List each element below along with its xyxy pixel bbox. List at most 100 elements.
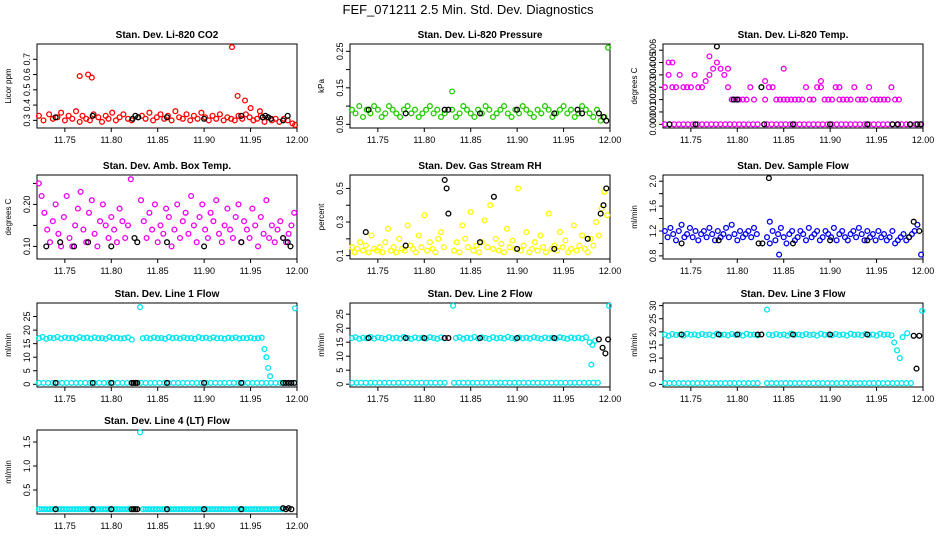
data-point <box>145 506 152 513</box>
data-point <box>605 336 612 343</box>
data-point <box>766 240 773 247</box>
data-point <box>44 226 51 233</box>
data-point <box>487 202 494 209</box>
data-point <box>453 239 460 246</box>
x-tick-label: 11.75 <box>54 521 76 531</box>
data-point <box>227 226 234 233</box>
data-point <box>246 114 253 121</box>
data-point <box>476 239 484 246</box>
data-point <box>840 331 847 338</box>
data-point <box>597 210 604 217</box>
data-point <box>599 344 606 351</box>
data-point <box>853 234 860 241</box>
x-tick-label: 12.00 <box>912 266 935 276</box>
data-point <box>87 335 94 342</box>
data-point <box>489 334 497 341</box>
data-point <box>587 235 594 242</box>
panel-title: Stan. Dev. Line 3 Flow <box>741 289 846 300</box>
data-point <box>588 361 595 368</box>
data-point <box>426 103 433 110</box>
data-point <box>179 218 186 225</box>
data-point <box>243 226 250 233</box>
data-point <box>904 330 911 337</box>
data-point <box>497 334 504 341</box>
data-point <box>728 330 735 338</box>
panel-pressure: Stan. Dev. Li-820 Pressure kPa 11.75 11.80 1… <box>317 30 621 145</box>
series-black <box>43 234 294 250</box>
data-point <box>758 84 765 91</box>
data-point <box>61 117 68 124</box>
data-point <box>914 121 921 128</box>
data-point <box>128 379 135 386</box>
data-point <box>116 114 123 121</box>
data-point <box>378 334 385 342</box>
data-point <box>385 334 393 341</box>
y-tick-label: 20 <box>648 327 658 337</box>
data-point <box>828 96 836 103</box>
data-point <box>780 96 787 103</box>
data-point <box>69 115 76 122</box>
data-point <box>52 506 59 513</box>
data-point <box>676 331 683 338</box>
data-point <box>672 237 680 244</box>
y-tick-label: 15 <box>22 339 32 349</box>
data-point <box>357 239 364 246</box>
x-tick-label: 12.00 <box>286 394 309 404</box>
data-point <box>217 506 224 513</box>
data-point <box>802 330 810 338</box>
panel-line1: Stan. Dev. Line 1 Flow ml/min 11.75 11.80 11… <box>4 289 308 404</box>
data-point <box>836 84 843 91</box>
data-point <box>85 506 93 513</box>
data-point <box>519 335 526 342</box>
data-point <box>482 334 489 342</box>
data-point <box>560 103 567 110</box>
data-point <box>914 221 921 228</box>
data-point <box>254 243 262 250</box>
data-point <box>828 234 835 241</box>
data-point <box>228 44 236 51</box>
data-point <box>282 379 289 386</box>
data-point <box>784 96 791 103</box>
data-point <box>268 222 275 229</box>
x-tick-label: 11.80 <box>726 394 748 404</box>
y-axis-label: ml/min <box>4 333 13 357</box>
data-point <box>864 331 871 338</box>
series-cyan <box>35 429 286 513</box>
data-point <box>606 302 613 309</box>
data-point <box>228 506 236 513</box>
data-point <box>819 234 826 241</box>
x-tick-label: 11.90 <box>506 266 528 276</box>
data-point <box>515 185 522 192</box>
data-point <box>670 231 677 238</box>
data-point <box>63 192 70 200</box>
data-point <box>678 221 685 228</box>
data-point <box>362 242 369 249</box>
data-point <box>261 346 268 353</box>
data-point <box>531 239 538 246</box>
y-tick-label: 0.25 <box>335 43 345 61</box>
data-point <box>209 506 216 513</box>
data-point <box>664 234 671 241</box>
data-point <box>163 379 171 386</box>
data-point <box>137 197 145 204</box>
data-point <box>711 237 719 244</box>
data-point <box>894 121 901 128</box>
data-point <box>44 506 51 513</box>
data-point <box>866 84 873 91</box>
data-point <box>745 227 752 235</box>
data-point <box>188 192 195 200</box>
data-point <box>769 332 776 339</box>
data-point <box>241 97 249 104</box>
series-cyan-high <box>35 304 299 380</box>
data-point <box>590 113 597 121</box>
data-point <box>111 226 118 233</box>
data-point <box>132 379 139 386</box>
data-point <box>292 121 299 128</box>
data-point <box>415 113 422 121</box>
data-point <box>452 113 459 121</box>
data-point <box>590 242 597 249</box>
data-point <box>80 226 87 233</box>
data-point <box>884 331 891 338</box>
data-point <box>257 213 264 221</box>
panel-title: Stan. Dev. Line 1 Flow <box>115 289 220 300</box>
